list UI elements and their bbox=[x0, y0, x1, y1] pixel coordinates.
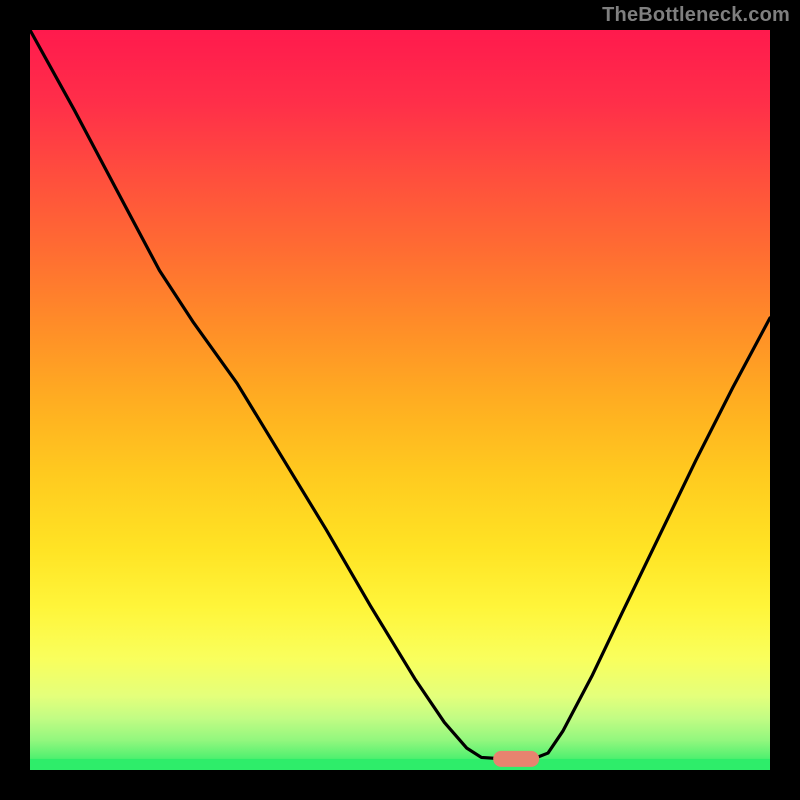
green-baseline bbox=[30, 759, 770, 770]
optimum-marker bbox=[493, 751, 539, 767]
bottleneck-chart bbox=[0, 0, 800, 800]
watermark-text: TheBottleneck.com bbox=[602, 4, 790, 27]
plot-area bbox=[30, 30, 770, 770]
chart-stage: TheBottleneck.com bbox=[0, 0, 800, 800]
